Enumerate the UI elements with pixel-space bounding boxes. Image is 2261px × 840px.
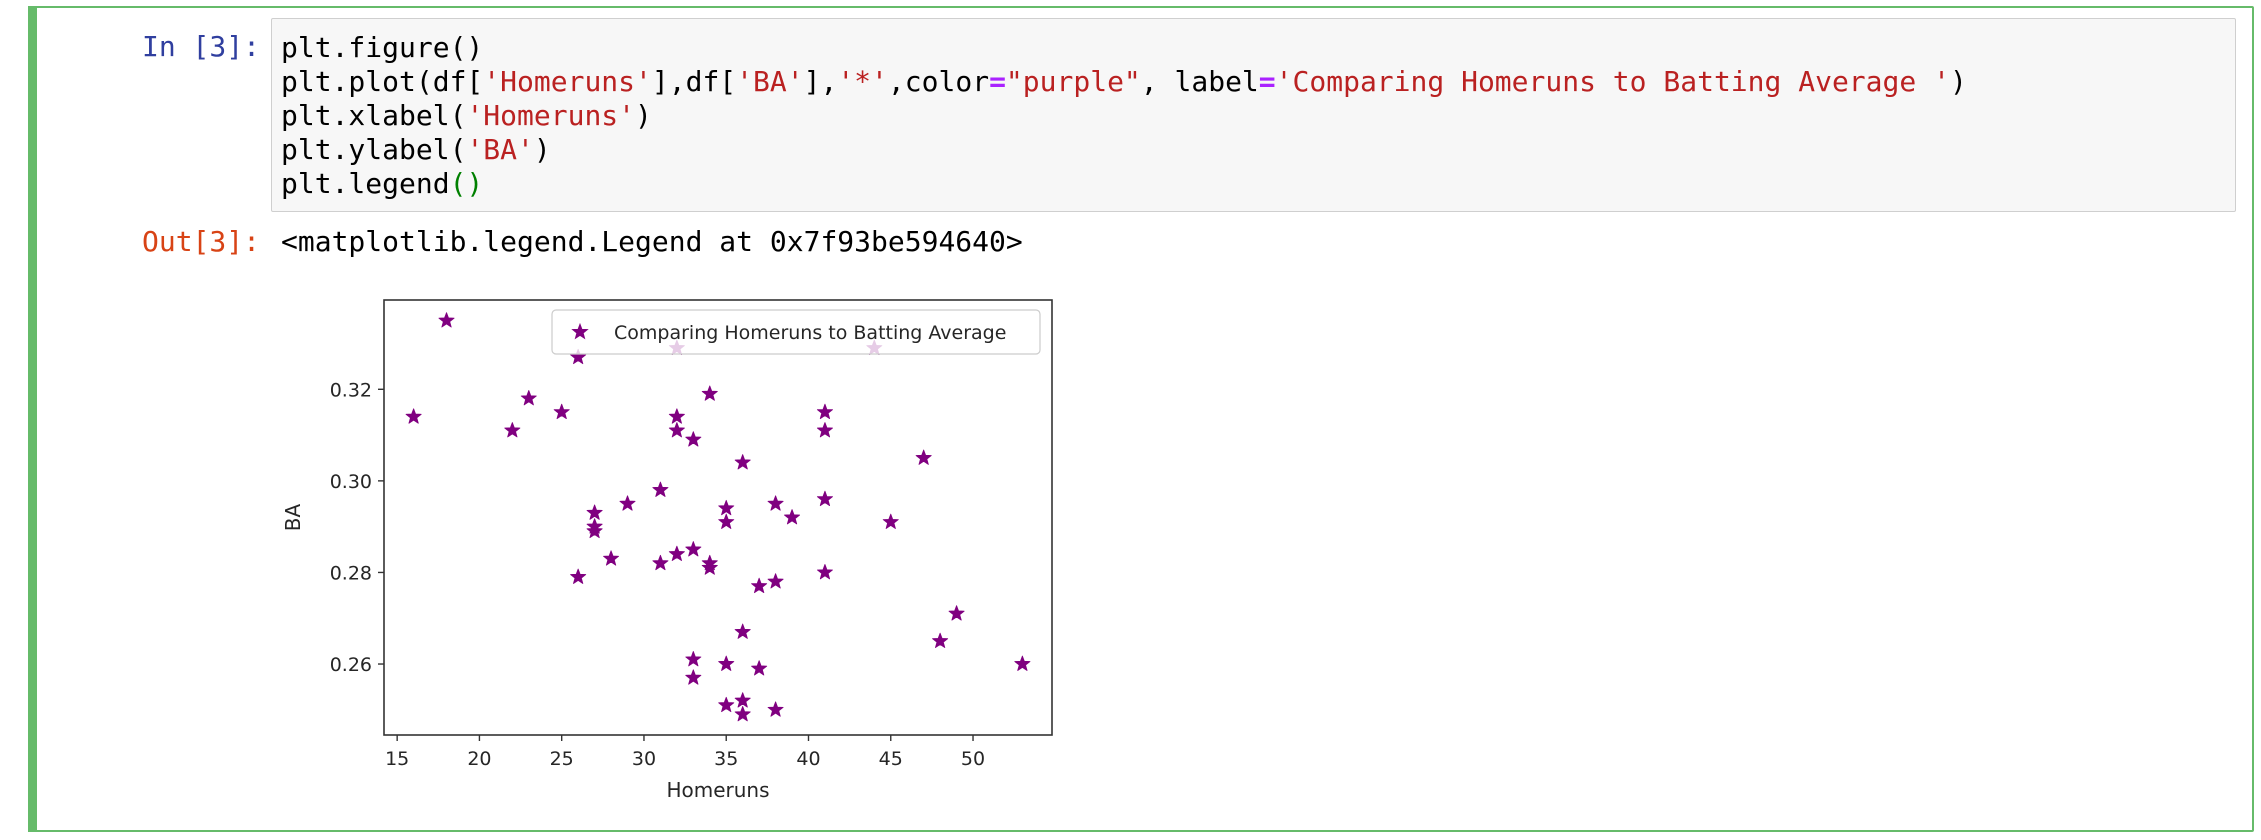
data-point-star [701,559,718,575]
y-tick-label: 0.28 [330,562,372,584]
data-point-star [603,550,620,566]
code-token: ) [1949,65,1967,98]
code-token: 'Homeruns' [466,99,636,132]
data-point-star [570,568,587,584]
code-line: plt.plot(df['Homeruns'],df['BA'],'*',col… [281,65,2226,99]
data-point-star [668,408,685,424]
data-point-star [685,669,702,685]
data-point-star [652,481,669,497]
data-point-star [405,408,422,424]
code-token: plt.plot(df[ [281,65,484,98]
code-token: plt.ylabel( [281,133,467,166]
output-text: <matplotlib.legend.Legend at 0x7f93be594… [281,225,1023,258]
code-token: plt.legend [281,167,450,200]
code-token: ,color [887,65,990,98]
data-point-star [586,504,603,520]
cell-selection-bar [28,6,37,832]
code-token: = [989,65,1006,98]
x-tick-label: 20 [467,748,491,770]
data-point-star [718,499,735,516]
data-point-star [701,385,718,401]
data-point-star [718,513,735,529]
y-tick-label: 0.30 [330,471,372,493]
data-point-star [520,390,537,406]
data-point-star [948,605,965,621]
data-point-star [784,509,801,525]
data-point-star [915,449,932,465]
data-point-star [668,422,685,438]
data-point-star [1014,655,1031,671]
code-token: 'BA' [736,65,804,98]
data-point-star [734,692,751,708]
data-point-star [570,348,587,365]
x-tick-label: 35 [714,748,738,770]
code-token: 'BA' [466,133,534,166]
data-point-star [685,541,702,557]
code-token: , label [1140,65,1259,98]
data-point-star [767,573,784,589]
code-token: ],df[ [651,65,737,98]
data-point-star [553,403,570,420]
code-token: plt.figure() [281,31,484,64]
y-axis-label: BA [281,503,305,531]
code-token: plt.xlabel( [281,99,467,132]
data-point-star [652,554,669,571]
data-point-star [816,422,833,438]
scatter-plot: 15 20 25 30 35 40 45 50 0.26 0.28 0.30 0.32 Homeruns… [280,280,1080,820]
code-line: plt.ylabel('BA') [281,133,2226,167]
data-point-star [734,705,751,722]
data-point-star [668,545,685,561]
code-line: plt.legend() [281,167,2226,201]
plot-area [383,299,1053,736]
data-point-star [882,513,899,529]
data-point-star [685,651,702,667]
data-point-star [816,403,833,420]
x-tick-label: 15 [385,748,409,770]
code-line: plt.xlabel('Homeruns') [281,99,2226,133]
data-point-star [751,660,768,676]
data-point-star [751,577,768,594]
code-token: 'Homeruns' [483,65,652,98]
code-token: ) [533,133,551,166]
data-point-star [438,312,455,328]
x-tick-label: 25 [550,748,574,770]
x-tick-label: 45 [879,748,903,770]
x-tick-label: 30 [632,748,656,770]
code-editor[interactable]: plt.figure() plt.plot(df['Homeruns'],df['… [271,18,2236,212]
code-lines: plt.figure() plt.plot(df['Homeruns'],df['… [281,31,2226,201]
data-point-star [932,632,949,648]
code-token: ) [635,99,652,132]
code-line: plt.figure() [281,31,2226,65]
legend-marker [571,322,589,340]
data-point-star [586,522,603,539]
code-token: '*' [837,65,888,98]
code-token: = [1258,65,1276,98]
data-point-star [619,495,636,511]
code-token: "purple" [1005,65,1141,98]
y-tick-label: 0.26 [330,654,372,676]
output-prompt: Out[3]: [141,225,260,258]
data-point-star [816,564,833,580]
legend-box [551,309,1041,355]
data-point-star [734,454,751,470]
code-token: () [449,167,484,200]
input-prompt: In [3]: [141,30,260,63]
legend-label: Comparing Homeruns to Batting Average [614,322,1006,344]
code-token: ], [803,65,838,98]
x-tick-label: 40 [796,748,820,770]
x-axis-label: Homeruns [666,778,769,802]
data-point-star [816,490,833,507]
data-point-star [718,696,735,713]
data-point-star [718,655,735,671]
chart-svg: 15 20 25 30 35 40 45 50 0.26 0.28 0.30 0.32 Homeruns… [281,299,1053,802]
data-point-star [767,701,784,717]
data-point-star [685,431,702,447]
data-point-star [504,422,521,438]
y-tick-label: 0.32 [330,379,372,401]
x-tick-label: 50 [961,748,985,770]
data-point-star [767,495,784,511]
code-token: 'Comparing Homeruns to Batting Average ' [1275,65,1950,98]
data-point-star [734,623,751,639]
